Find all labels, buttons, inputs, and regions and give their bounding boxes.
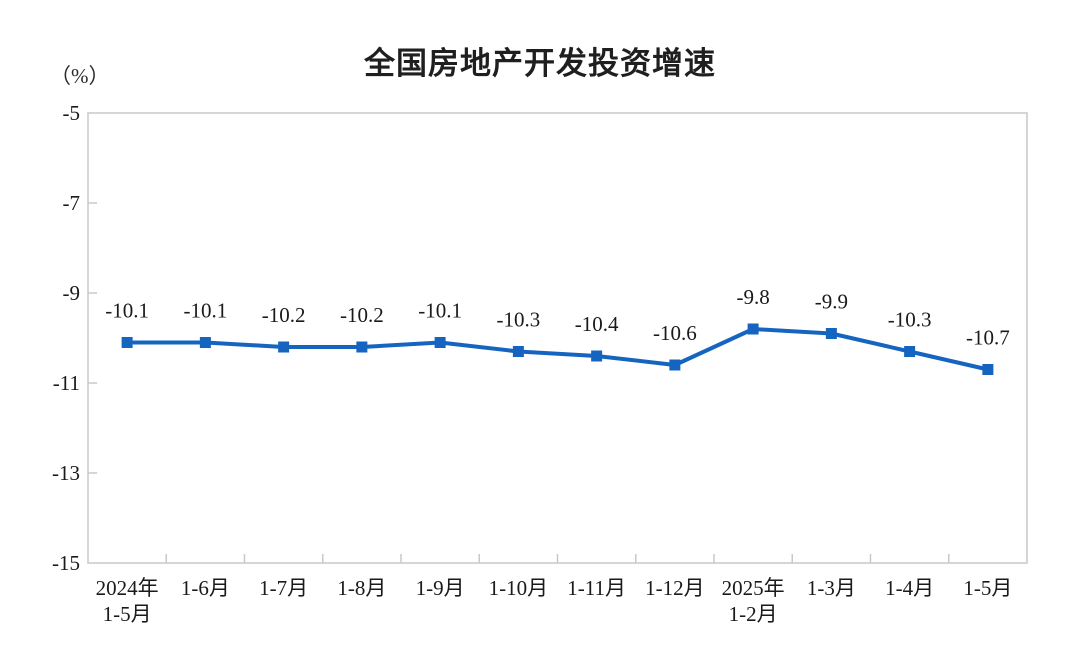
data-label: -10.1 (418, 299, 462, 323)
data-label: -10.4 (575, 312, 619, 336)
data-point-marker (199, 337, 211, 348)
data-point-marker (121, 337, 133, 348)
y-axis-tick-label: -11 (53, 371, 80, 395)
data-label: -9.8 (737, 285, 770, 309)
y-axis-tick-label: -13 (52, 461, 80, 485)
data-point-marker (591, 350, 603, 362)
data-label: -10.7 (966, 326, 1010, 350)
y-axis-tick-label: -7 (63, 191, 81, 215)
data-label: -10.1 (105, 299, 149, 323)
y-axis-tick-label: -15 (52, 551, 80, 575)
x-axis-tick-label: 1-11月 (567, 576, 626, 600)
y-axis-tick-label: -9 (63, 281, 81, 305)
data-point-marker (434, 337, 446, 348)
x-axis-tick-label: 1-9月 (416, 576, 465, 600)
data-point-marker (669, 359, 681, 371)
x-axis-tick-label: 2024年 (96, 576, 159, 600)
x-axis-tick-label: 1-6月 (181, 576, 230, 600)
data-label: -10.6 (653, 321, 697, 345)
data-point-marker (904, 346, 916, 357)
data-point-marker (747, 323, 759, 335)
data-point-marker (278, 341, 290, 353)
x-axis-tick-label: 1-5月 (103, 602, 152, 626)
x-axis-tick-label: 2025年 (722, 576, 785, 600)
chart-title: 全国房地产开发投资增速 (364, 46, 716, 81)
data-point-marker (825, 328, 837, 339)
x-axis-tick-label: 1-7月 (259, 576, 308, 600)
data-label: -10.2 (340, 303, 384, 327)
y-axis-unit-label: （%） (50, 64, 110, 88)
plot-area-border (87, 112, 1028, 564)
data-label: -10.1 (184, 299, 228, 323)
data-label: -10.3 (497, 308, 541, 332)
data-label: -10.2 (262, 303, 306, 327)
x-axis-tick-label: 1-12月 (645, 576, 705, 600)
data-line (125, 327, 990, 372)
data-label: -10.3 (888, 308, 932, 332)
data-point-marker (356, 341, 368, 353)
x-axis-tick-label: 1-3月 (807, 576, 856, 600)
x-axis-tick-label: 1-10月 (489, 576, 549, 600)
x-axis-tick-label: 1-4月 (885, 576, 934, 600)
data-point-marker (512, 346, 524, 357)
data-point-marker (982, 364, 994, 375)
x-axis-tick-label: 1-2月 (729, 602, 778, 626)
x-axis-tick-label: 1-5月 (963, 576, 1012, 600)
data-label: -9.9 (815, 290, 848, 314)
x-axis-tick-label: 1-8月 (337, 576, 386, 600)
y-axis-tick-label: -5 (63, 101, 81, 125)
